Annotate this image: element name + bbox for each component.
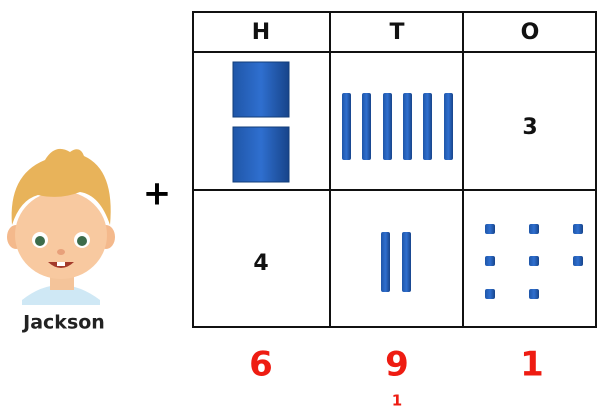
ten-rod — [403, 93, 412, 160]
student-avatar — [7, 148, 115, 305]
ten-rod — [402, 232, 411, 292]
header: H — [252, 20, 270, 45]
header: O — [521, 20, 540, 45]
ten-rod — [342, 93, 351, 160]
hundred-flat — [232, 61, 290, 118]
cell-number: 4 — [253, 251, 268, 276]
answer-digit: 9 — [385, 345, 409, 385]
tooth — [57, 262, 65, 266]
one-cube — [529, 224, 539, 234]
carry-digit: 1 — [392, 392, 402, 410]
ten-rod — [423, 93, 432, 160]
face — [15, 191, 107, 279]
table-border — [192, 11, 597, 328]
answer-digit: 1 — [520, 345, 544, 385]
shirt — [22, 285, 100, 305]
plus-sign: + — [143, 174, 172, 214]
one-cube — [485, 224, 495, 234]
hundred-flat — [232, 126, 290, 183]
nose — [57, 249, 65, 255]
one-cube — [485, 289, 495, 299]
ten-rod — [444, 93, 453, 160]
one-cube — [573, 256, 583, 266]
one-cube — [529, 256, 539, 266]
ten-rod — [381, 232, 390, 292]
ten-rod — [383, 93, 392, 160]
cell-number: 3 — [522, 115, 537, 140]
ten-rod — [362, 93, 371, 160]
one-cube — [573, 224, 583, 234]
hair — [11, 148, 111, 225]
place-value-table: H T O 3 4 — [192, 11, 597, 328]
one-cube — [485, 256, 495, 266]
pupil — [35, 236, 45, 246]
answer-digit: 6 — [249, 345, 273, 385]
base-ten-blocks — [232, 61, 583, 299]
header: T — [389, 20, 404, 45]
student-name: Jackson — [21, 312, 105, 334]
one-cube — [529, 289, 539, 299]
pupil — [77, 236, 87, 246]
